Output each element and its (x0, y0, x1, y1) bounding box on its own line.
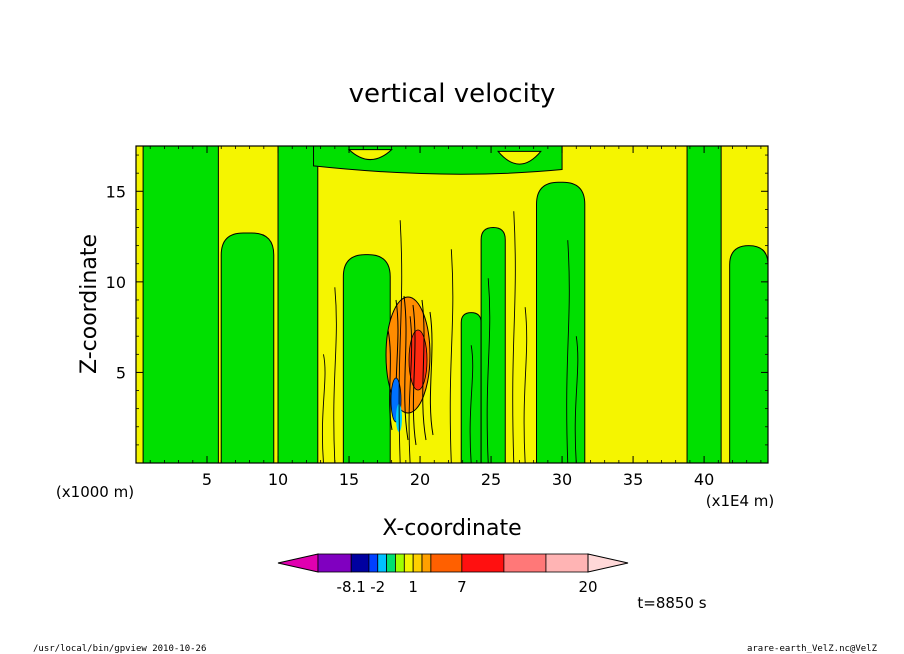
x-tick-label-0: 5 (202, 470, 212, 489)
green-column-0 (142, 146, 219, 463)
yellow-patch-1 (497, 150, 542, 165)
colorbar-cell-6 (403, 553, 414, 573)
colorbar-cell-7 (412, 553, 423, 573)
contour-streak-0 (321, 354, 326, 463)
colorbar-cell-5 (395, 553, 405, 573)
time-label: t=8850 s (637, 594, 706, 612)
colorbar-label-4: 20 (578, 578, 597, 596)
plot-frame (135, 145, 769, 464)
colorbar-cell-4 (386, 553, 396, 573)
yellow-patch-0 (347, 149, 393, 161)
colorbar-label-2: 1 (408, 578, 418, 596)
plot-area (136, 146, 768, 463)
y-axis-label: Z-coordinate (77, 234, 102, 374)
green-column-8 (729, 245, 768, 463)
contour-streak-4 (449, 249, 454, 463)
y-tick-label-2: 15 (106, 182, 126, 201)
colorbar-labels: -8.1 -2 1 7 20 (337, 578, 598, 596)
footer-right: arare-earth_VelZ.nc@VelZ (747, 644, 878, 654)
x-tick-label-3: 20 (410, 470, 430, 489)
green-column-3 (342, 254, 391, 463)
colorbar-label-1: -2 (370, 578, 385, 596)
contour-streak-2 (398, 220, 403, 463)
x-unit-left: (x1000 m) (56, 483, 134, 501)
x-axis: 5 10 15 20 25 30 35 40 (149, 146, 762, 489)
convective-core (385, 295, 434, 446)
y-tick-label-1: 10 (106, 273, 126, 292)
green-column-4 (460, 312, 482, 463)
contour-streak-6 (486, 278, 491, 463)
contour-streak-5 (469, 345, 474, 463)
contour-streak-3 (408, 316, 413, 463)
colorbar-cell-0 (317, 553, 352, 573)
footer-left: /usr/local/bin/gpview 2010-10-26 (33, 644, 206, 654)
x-tick-label-7: 40 (694, 470, 714, 489)
colorbar-arrow-right (587, 553, 629, 573)
green-column-5 (480, 227, 506, 463)
colorbar-cell-12 (545, 553, 589, 573)
contour-streak-8 (523, 307, 528, 463)
contour-streak-1 (333, 287, 337, 463)
x-tick-label-4: 25 (481, 470, 501, 489)
y-axis: 5 10 15 (106, 154, 768, 446)
colorbar (277, 553, 629, 573)
colorbar-label-3: 7 (457, 578, 467, 596)
contour-streak-7 (512, 211, 516, 463)
core-red-region (408, 329, 428, 391)
colorbar-cell-9 (430, 553, 463, 573)
contour-streak-10 (574, 336, 579, 463)
colorbar-cell-8 (421, 553, 432, 573)
colorbar-cell-3 (377, 553, 388, 573)
green-column-6 (536, 181, 586, 463)
colorbar-arrow-left (277, 553, 319, 573)
core-contour-lines (387, 295, 434, 446)
y-tick-label-0: 5 (116, 363, 126, 382)
chart-title: vertical velocity (349, 79, 556, 109)
x-tick-label-1: 10 (268, 470, 288, 489)
x-tick-label-6: 35 (623, 470, 643, 489)
x-tick-label-2: 15 (339, 470, 359, 489)
colorbar-cell-11 (503, 553, 547, 573)
x-tick-label-5: 30 (552, 470, 572, 489)
x-axis-label: X-coordinate (382, 516, 521, 541)
green-column-2 (277, 146, 319, 463)
colorbar-cell-1 (350, 553, 370, 573)
green-column-7 (686, 146, 722, 463)
contour-streak-9 (566, 240, 570, 463)
colorbar-cell-2 (368, 553, 379, 573)
colorbar-label-0: -8.1 (337, 578, 366, 596)
contour-lines (321, 211, 579, 463)
x-unit-right: (x1E4 m) (706, 492, 775, 510)
green-column-1 (220, 232, 275, 463)
colorbar-cell-10 (461, 553, 505, 573)
green-contour-layer (142, 146, 768, 463)
